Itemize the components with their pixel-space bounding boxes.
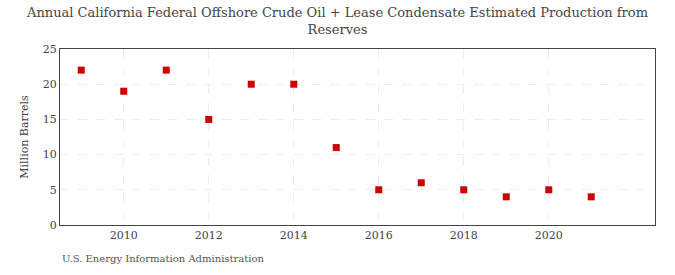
svg-text:Million Barrels: Million Barrels [18, 95, 31, 179]
svg-text:U.S. Energy Information Admini: U.S. Energy Information Administration [62, 253, 264, 264]
svg-text:5: 5 [50, 184, 57, 197]
svg-text:2020: 2020 [535, 229, 563, 242]
svg-text:2018: 2018 [450, 229, 478, 242]
svg-text:2014: 2014 [280, 229, 308, 242]
svg-text:0: 0 [50, 219, 57, 232]
svg-text:25: 25 [43, 43, 57, 56]
svg-text:20: 20 [43, 78, 57, 91]
svg-text:2012: 2012 [195, 229, 223, 242]
svg-text:15: 15 [43, 113, 57, 126]
svg-text:2010: 2010 [110, 229, 138, 242]
svg-text:10: 10 [43, 148, 57, 161]
svg-text:Annual California Federal Offs: Annual California Federal Offshore Crude… [26, 5, 648, 37]
svg-text:2016: 2016 [365, 229, 393, 242]
